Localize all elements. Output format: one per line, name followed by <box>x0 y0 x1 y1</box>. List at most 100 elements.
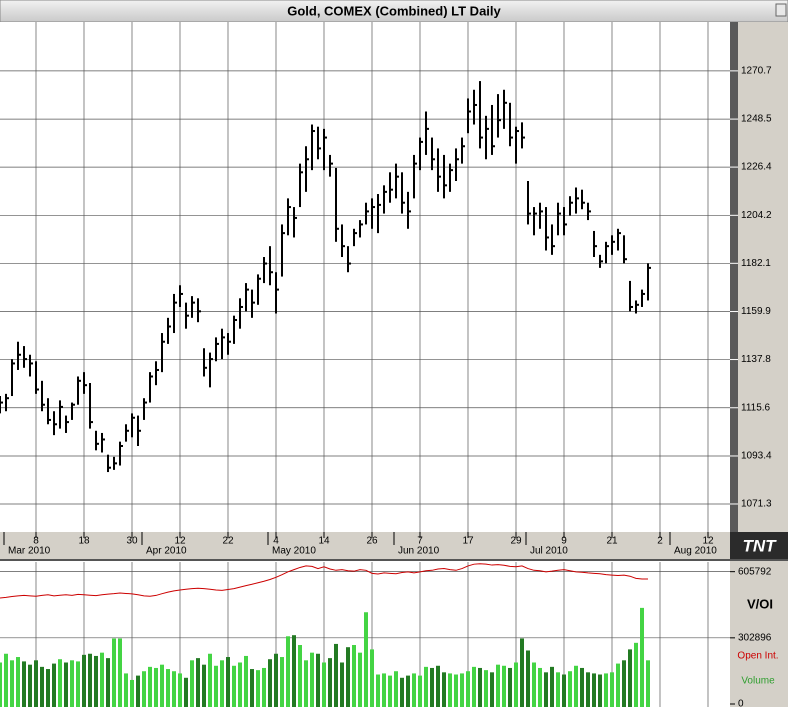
y-tick-label: 1270.7 <box>741 66 772 77</box>
volume-bar <box>214 665 218 707</box>
volume-bar <box>190 660 194 707</box>
x-tick-label: 29 <box>510 536 522 547</box>
volume-bar <box>256 670 260 707</box>
volume-bar <box>400 677 404 707</box>
y-tick-label: 1182.1 <box>741 258 771 269</box>
volume-bar <box>646 660 650 707</box>
x-tick-label: 2 <box>657 536 663 547</box>
x-tick-label: 21 <box>606 536 618 547</box>
volume-bar <box>370 649 374 707</box>
volume-bar <box>472 666 476 707</box>
volume-bar <box>46 669 50 707</box>
chart-title: Gold, COMEX (Combined) LT Daily <box>287 3 501 18</box>
volume-bar <box>4 653 8 707</box>
volume-bar <box>364 612 368 707</box>
volume-bar <box>172 671 176 707</box>
volume-bar <box>460 673 464 707</box>
volume-bar <box>436 665 440 707</box>
volume-axis-panel <box>730 561 788 707</box>
y-tick-label: 1204.2 <box>741 210 772 221</box>
date-axis-panel <box>0 532 730 560</box>
volume-bar <box>328 658 332 707</box>
volume-bar <box>514 662 518 707</box>
volume-bar <box>166 669 170 707</box>
x-tick-label: 9 <box>561 536 567 547</box>
volume-bar <box>160 664 164 707</box>
volume-bar <box>208 653 212 707</box>
open-interest-line <box>0 563 648 599</box>
y-tick-label: 1071.3 <box>741 499 772 510</box>
y-tick-label: 1093.4 <box>741 451 772 462</box>
volume-bar <box>556 672 560 707</box>
x-tick-label: 7 <box>417 536 423 547</box>
volume-bar <box>286 636 290 707</box>
volume-bar <box>310 652 314 707</box>
y-tick-label: 0 <box>738 699 744 707</box>
volume-bar <box>196 658 200 707</box>
price-axis-panel <box>730 22 788 532</box>
logo-box <box>730 532 788 560</box>
price-axis-strip <box>730 22 738 532</box>
volume-bar <box>316 653 320 707</box>
volume-bar <box>118 638 122 707</box>
window-button[interactable] <box>775 3 787 17</box>
volume-bar <box>598 674 602 707</box>
volume-bar <box>562 674 566 707</box>
volume-bar <box>148 666 152 707</box>
volume-bar <box>82 654 86 707</box>
volume-bar <box>532 662 536 707</box>
y-tick-label: 1137.8 <box>741 354 771 365</box>
volume-bar <box>70 660 74 707</box>
legend-entry: Volume <box>741 676 775 687</box>
y-tick-label: 605792 <box>738 566 772 577</box>
volume-bar <box>616 663 620 707</box>
volume-bar <box>124 673 128 707</box>
volume-bar <box>274 653 278 707</box>
volume-bar <box>0 662 2 707</box>
legend-entry: Open Int. <box>737 651 778 662</box>
volume-bar <box>220 660 224 707</box>
volume-bar <box>448 673 452 707</box>
volume-bar <box>178 673 182 707</box>
volume-bar <box>586 672 590 707</box>
volume-bar <box>16 657 20 707</box>
price-plot <box>0 22 730 532</box>
volume-bar <box>424 666 428 707</box>
volume-bar <box>502 665 506 707</box>
volume-bar <box>94 655 98 707</box>
volume-bar <box>22 661 26 707</box>
panel-title: V/OI <box>747 596 773 611</box>
volume-bar <box>508 667 512 707</box>
volume-bar <box>58 659 62 707</box>
month-label: Jul 2010 <box>530 546 568 557</box>
x-tick-label: 12 <box>702 536 714 547</box>
y-tick-label: 1115.6 <box>741 402 771 413</box>
volume-bar <box>550 666 554 707</box>
volume-bar <box>238 662 242 707</box>
volume-bar <box>136 675 140 707</box>
volume-bar <box>76 661 80 707</box>
volume-bar <box>526 650 530 707</box>
volume-bar <box>52 663 56 707</box>
volume-bar <box>544 672 548 707</box>
volume-bar <box>394 671 398 707</box>
volume-bar <box>226 657 230 707</box>
volume-bar <box>352 645 356 707</box>
y-tick-label: 1226.4 <box>741 162 772 173</box>
volume-bar <box>184 677 188 707</box>
volume-bar <box>358 652 362 707</box>
volume-bar <box>10 660 14 707</box>
volume-bar <box>376 674 380 707</box>
volume-bar <box>100 652 104 707</box>
volume-bar <box>154 667 158 707</box>
x-tick-label: 4 <box>273 536 279 547</box>
volume-bar <box>454 674 458 707</box>
volume-bar <box>634 642 638 707</box>
volume-bar <box>130 679 134 707</box>
volume-bar <box>538 667 542 707</box>
month-label: Aug 2010 <box>674 546 717 557</box>
volume-bar <box>496 664 500 707</box>
volume-bar <box>346 647 350 707</box>
volume-bar <box>262 667 266 707</box>
volume-bar <box>334 643 338 707</box>
